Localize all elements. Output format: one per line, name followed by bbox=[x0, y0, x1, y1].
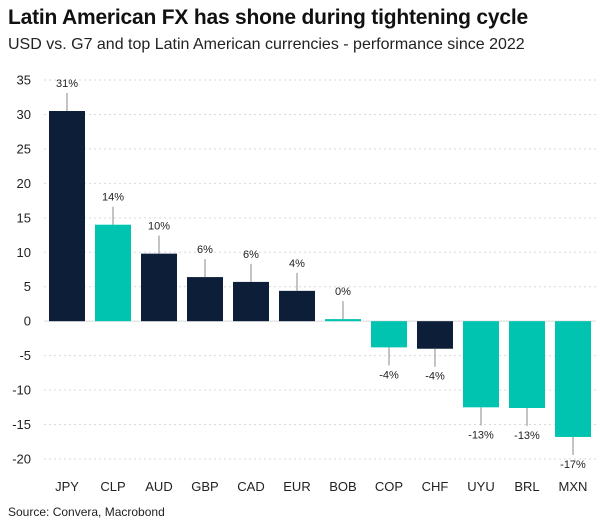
y-tick-label: 20 bbox=[17, 176, 31, 191]
x-tick-label: BRL bbox=[514, 479, 539, 494]
data-label: 0% bbox=[335, 286, 351, 298]
bar-aud bbox=[141, 253, 177, 322]
bar-uyu bbox=[463, 321, 499, 408]
y-tick-label: -10 bbox=[12, 383, 31, 398]
bar-mxn bbox=[555, 321, 591, 437]
y-tick-label: -15 bbox=[12, 417, 31, 432]
data-label: 14% bbox=[102, 192, 124, 204]
bar-cad bbox=[233, 281, 269, 322]
data-label: 31% bbox=[56, 78, 78, 90]
x-tick-label: AUD bbox=[145, 479, 172, 494]
data-label: -4% bbox=[379, 369, 399, 381]
data-label: 4% bbox=[289, 258, 305, 270]
y-tick-label: -20 bbox=[12, 452, 31, 467]
bar-cop bbox=[371, 321, 407, 348]
y-tick-label: 25 bbox=[17, 141, 31, 156]
chart-title: Latin American FX has shone during tight… bbox=[8, 6, 528, 29]
data-label: -4% bbox=[425, 371, 445, 383]
y-tick-label: -5 bbox=[19, 348, 31, 363]
data-label: 6% bbox=[243, 249, 259, 261]
x-tick-label: CHF bbox=[422, 479, 449, 494]
x-tick-label: CLP bbox=[100, 479, 125, 494]
x-tick-label: JPY bbox=[55, 479, 79, 494]
x-tick-label: BOB bbox=[329, 479, 356, 494]
x-tick-label: UYU bbox=[467, 479, 494, 494]
bar-eur bbox=[279, 290, 315, 322]
bar-clp bbox=[95, 224, 131, 322]
data-label: 10% bbox=[148, 221, 170, 233]
y-tick-label: 15 bbox=[17, 210, 31, 225]
x-tick-label: COP bbox=[375, 479, 403, 494]
data-label: -17% bbox=[560, 459, 586, 471]
chart-subtitle: USD vs. G7 and top Latin American curren… bbox=[8, 36, 525, 53]
data-label: -13% bbox=[514, 430, 540, 442]
y-tick-label: 35 bbox=[17, 73, 31, 88]
x-tick-label: CAD bbox=[237, 479, 264, 494]
data-label: -13% bbox=[468, 429, 494, 441]
source-note: Source: Convera, Macrobond bbox=[8, 505, 165, 519]
bar-gbp bbox=[187, 277, 223, 322]
y-tick-label: 5 bbox=[24, 279, 31, 294]
bar-chf bbox=[417, 321, 453, 349]
x-tick-label: GBP bbox=[191, 479, 218, 494]
bar-jpy bbox=[49, 111, 85, 322]
x-tick-label: EUR bbox=[283, 479, 310, 494]
bar-brl bbox=[509, 321, 545, 409]
y-tick-label: 0 bbox=[24, 314, 31, 329]
data-label: 6% bbox=[197, 244, 213, 256]
y-tick-label: 30 bbox=[17, 107, 31, 122]
y-tick-label: 10 bbox=[17, 245, 31, 260]
x-tick-label: MXN bbox=[559, 479, 588, 494]
bar-bob bbox=[325, 319, 361, 322]
